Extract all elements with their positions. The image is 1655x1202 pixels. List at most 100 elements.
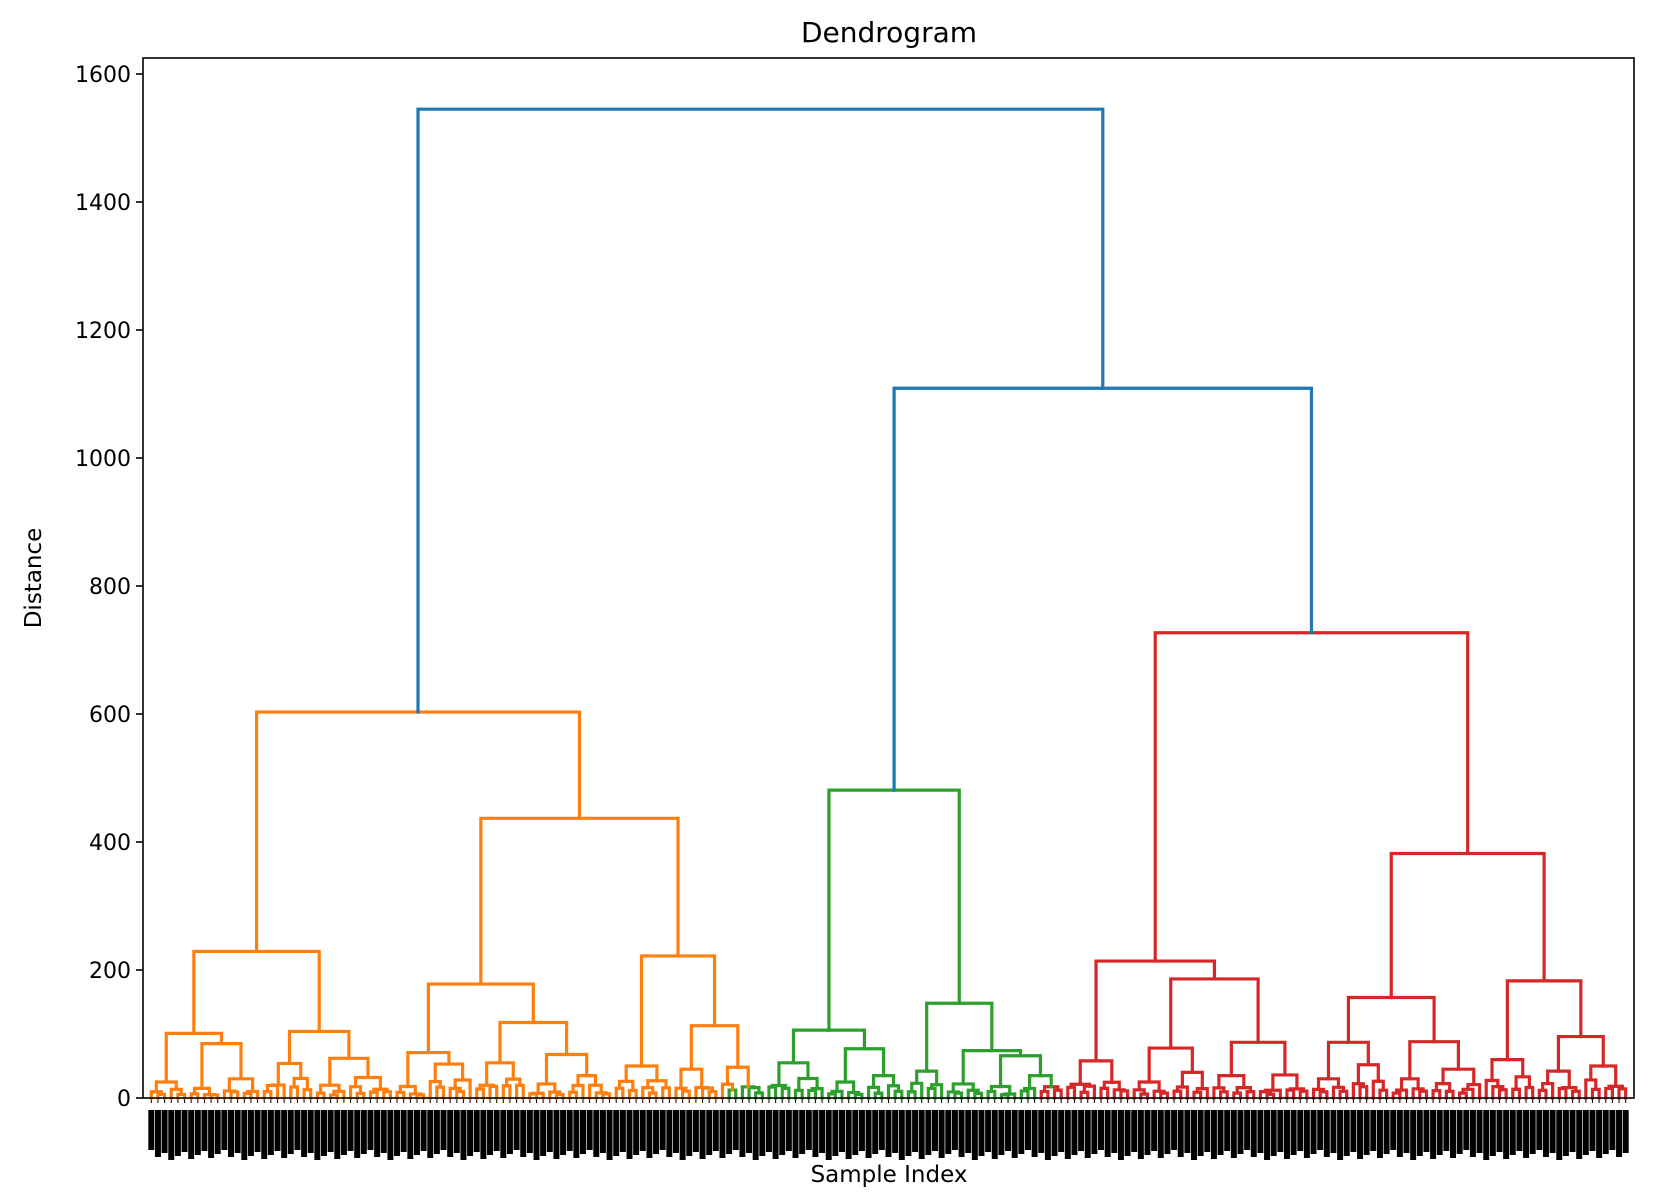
- x-tick-label: [487, 1110, 494, 1155]
- x-tick-label: [626, 1110, 633, 1159]
- x-tick-label: [1410, 1110, 1417, 1160]
- x-tick-label: [759, 1110, 766, 1156]
- x-tick-label: [905, 1110, 912, 1156]
- x-tick-label: [599, 1110, 606, 1153]
- x-tick-label: [1250, 1110, 1257, 1157]
- x-tick-label: [1024, 1110, 1031, 1150]
- x-tick-label: [394, 1110, 401, 1156]
- x-tick-label: [1536, 1110, 1543, 1150]
- x-tick-label: [1137, 1110, 1144, 1159]
- x-tick-label: [467, 1110, 474, 1156]
- x-tick-label: [726, 1110, 733, 1154]
- x-tick-label: [413, 1110, 420, 1155]
- x-tick-label: [453, 1110, 460, 1153]
- x-tick-label: [1144, 1110, 1151, 1155]
- x-tick-label: [1436, 1110, 1443, 1155]
- y-tick-label: 800: [89, 575, 131, 600]
- x-tick-label: [639, 1110, 646, 1151]
- x-tick-label: [1290, 1110, 1297, 1155]
- x-tick-label: [1343, 1110, 1350, 1156]
- x-tick-label: [214, 1110, 221, 1154]
- x-tick-label: [307, 1110, 314, 1153]
- x-tick-label: [1323, 1110, 1330, 1157]
- x-tick-label: [1317, 1110, 1324, 1150]
- x-tick-label: [772, 1110, 779, 1159]
- x-tick-label: [819, 1110, 826, 1153]
- x-tick-label: [1283, 1110, 1290, 1159]
- x-tick-label: [1237, 1110, 1244, 1154]
- x-tick-label: [493, 1110, 500, 1151]
- x-tick-label: [1131, 1110, 1138, 1152]
- x-tick-label: [653, 1110, 660, 1154]
- x-tick-label: [1529, 1110, 1536, 1154]
- x-tick-label: [1058, 1110, 1065, 1152]
- x-tick-label: [1224, 1110, 1231, 1151]
- x-tick-label: [692, 1110, 699, 1152]
- x-tick-label: [865, 1110, 872, 1158]
- x-tick-label: [985, 1110, 992, 1152]
- x-tick-label: [1264, 1110, 1271, 1160]
- x-tick-label: [400, 1110, 407, 1152]
- x-tick-label: [1098, 1110, 1105, 1150]
- x-tick-label: [387, 1110, 394, 1160]
- x-tick-label: [181, 1110, 188, 1152]
- x-tick-label: [712, 1110, 719, 1151]
- x-tick-label: [699, 1110, 706, 1159]
- x-tick-label: [427, 1110, 434, 1158]
- x-tick-label: [546, 1110, 553, 1152]
- x-tick-label: [1569, 1110, 1576, 1152]
- x-tick-label: [606, 1110, 613, 1160]
- x-tick-label: [659, 1110, 666, 1150]
- x-tick-label: [1005, 1110, 1012, 1151]
- x-tick-label: [633, 1110, 640, 1155]
- x-tick-label: [188, 1110, 195, 1159]
- x-tick-label: [287, 1110, 294, 1154]
- x-tick-label: [1337, 1110, 1344, 1160]
- x-tick-label: [785, 1110, 792, 1151]
- x-tick-label: [1171, 1110, 1178, 1150]
- x-tick-label: [526, 1110, 533, 1153]
- x-tick-label: [261, 1110, 268, 1159]
- x-tick-label: [201, 1110, 208, 1151]
- x-tick-label: [1078, 1110, 1085, 1151]
- x-tick-label: [1496, 1110, 1503, 1152]
- x-tick-label: [1310, 1110, 1317, 1154]
- x-tick-label: [1164, 1110, 1171, 1154]
- x-tick-label: [1124, 1110, 1131, 1156]
- x-axis-label: Sample Index: [811, 1162, 968, 1188]
- x-tick-label: [440, 1110, 447, 1150]
- x-tick-label: [241, 1110, 248, 1160]
- x-tick-label: [839, 1110, 845, 1152]
- x-tick-label: [1589, 1110, 1596, 1151]
- x-tick-label: [1443, 1110, 1450, 1151]
- x-tick-label: [1503, 1110, 1510, 1159]
- x-tick-label: [1064, 1110, 1071, 1159]
- x-tick-label: [1523, 1110, 1530, 1158]
- x-tick-label: [918, 1110, 925, 1159]
- x-tick-label: [314, 1110, 321, 1160]
- x-tick-label: [613, 1110, 620, 1156]
- x-tick-label: [719, 1110, 726, 1158]
- x-tick-label: [885, 1110, 892, 1157]
- x-tick-label: [1303, 1110, 1310, 1158]
- x-tick-label: [1277, 1110, 1284, 1152]
- x-tick-label: [971, 1110, 978, 1160]
- x-tick-label: [560, 1110, 567, 1155]
- x-tick-label: [1184, 1110, 1191, 1153]
- x-tick-label: [228, 1110, 235, 1157]
- x-tick-label: [799, 1110, 806, 1154]
- x-tick-label: [1031, 1110, 1038, 1157]
- x-tick-label: [965, 1110, 972, 1153]
- y-axis-label: Distance: [21, 528, 47, 629]
- x-tick-label: [593, 1110, 600, 1157]
- y-tick-label: 1400: [75, 191, 131, 216]
- x-tick-label: [945, 1110, 952, 1154]
- dendrogram-link: [416, 107, 1105, 714]
- x-tick-label: [998, 1110, 1005, 1155]
- x-tick-label: [1582, 1110, 1589, 1155]
- x-tick-label: [566, 1110, 573, 1151]
- x-tick-label: [1084, 1110, 1091, 1158]
- x-tick-label: [367, 1110, 374, 1150]
- x-tick-label: [1576, 1110, 1583, 1159]
- x-tick-label: [1330, 1110, 1337, 1153]
